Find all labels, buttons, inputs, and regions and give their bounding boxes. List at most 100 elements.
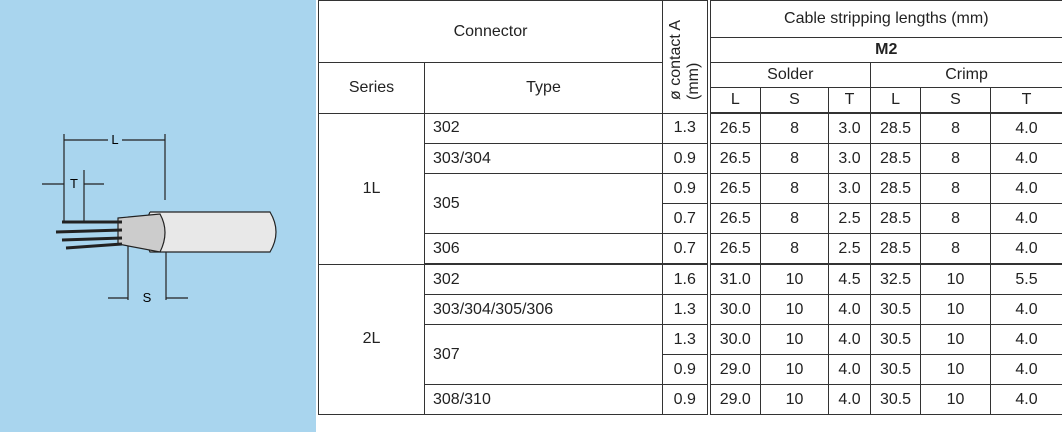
cell: 4.0 — [991, 295, 1062, 325]
cell: 30.5 — [871, 355, 921, 385]
cell: 305 — [425, 174, 663, 234]
cell: 4.5 — [829, 264, 871, 295]
cell: 26.5 — [709, 204, 761, 234]
cell: T — [991, 88, 1062, 114]
cell: 2L — [319, 264, 425, 415]
cell: 30.0 — [709, 295, 761, 325]
cell: 26.5 — [709, 234, 761, 265]
cell: 0.9 — [663, 385, 709, 415]
cell: 4.0 — [991, 204, 1062, 234]
header-cell: Crimp — [871, 63, 1062, 88]
cell: 10 — [761, 355, 829, 385]
cell: 1.3 — [663, 325, 709, 355]
cell: 30.5 — [871, 385, 921, 415]
cell: 28.5 — [871, 204, 921, 234]
cell: 4.0 — [991, 113, 1062, 144]
cell: 10 — [761, 264, 829, 295]
header-cell: M2 — [709, 38, 1062, 63]
cell: 10 — [921, 264, 991, 295]
cell: 302 — [425, 264, 663, 295]
header-cell: Type — [425, 63, 663, 114]
cell: 4.0 — [829, 325, 871, 355]
cell: 303/304/305/306 — [425, 295, 663, 325]
cell: 1.3 — [663, 295, 709, 325]
cell: T — [829, 88, 871, 114]
cell: 8 — [921, 174, 991, 204]
dimension-label: L — [111, 132, 118, 147]
cell: 8 — [761, 113, 829, 144]
cell: 8 — [921, 234, 991, 265]
cell: 4.0 — [991, 234, 1062, 265]
header-cell: Cable stripping lengths (mm) — [709, 1, 1062, 38]
cell: 2.5 — [829, 234, 871, 265]
diagram-panel: L T S — [0, 0, 316, 432]
cell: 30.0 — [709, 325, 761, 355]
cell: 302 — [425, 113, 663, 144]
cell: 0.7 — [663, 204, 709, 234]
cell: 29.0 — [709, 385, 761, 415]
cell: 26.5 — [709, 144, 761, 174]
cell: 8 — [761, 174, 829, 204]
cell: 306 — [425, 234, 663, 265]
cell: 32.5 — [871, 264, 921, 295]
cell: 8 — [921, 204, 991, 234]
header-cell: Solder — [709, 63, 871, 88]
cell: 30.5 — [871, 295, 921, 325]
cell: 1.3 — [663, 113, 709, 144]
cell: 0.9 — [663, 144, 709, 174]
cell: 2.5 — [829, 204, 871, 234]
cell: 10 — [921, 385, 991, 415]
cell: 8 — [921, 113, 991, 144]
cell: 0.7 — [663, 234, 709, 265]
cell: 28.5 — [871, 234, 921, 265]
cell: 1.6 — [663, 264, 709, 295]
cell: 307 — [425, 325, 663, 385]
cell: 8 — [921, 144, 991, 174]
cell: 8 — [761, 204, 829, 234]
dimension-label: S — [143, 290, 152, 305]
cell: 3.0 — [829, 113, 871, 144]
cell: 28.5 — [871, 174, 921, 204]
cell: 4.0 — [829, 355, 871, 385]
cell: 308/310 — [425, 385, 663, 415]
dimension-label: T — [70, 176, 78, 191]
cell: S — [921, 88, 991, 114]
header-cell: Series — [319, 63, 425, 114]
cell: 8 — [761, 144, 829, 174]
cell: 4.0 — [829, 385, 871, 415]
cell: 1L — [319, 113, 425, 264]
cell: 4.0 — [991, 144, 1062, 174]
cell: L — [871, 88, 921, 114]
cable-diagram: L T S — [0, 0, 316, 432]
header-text: ø contact A (mm) — [667, 8, 703, 100]
cell: 3.0 — [829, 174, 871, 204]
cell: 3.0 — [829, 144, 871, 174]
cell: 0.9 — [663, 355, 709, 385]
cell: 4.0 — [991, 385, 1062, 415]
cell: 10 — [761, 325, 829, 355]
cell: 30.5 — [871, 325, 921, 355]
cell: 31.0 — [709, 264, 761, 295]
cell: 8 — [761, 234, 829, 265]
stripping-table: Connector ø contact A (mm) Cable strippi… — [318, 0, 1062, 415]
cell: 10 — [921, 355, 991, 385]
cell: 26.5 — [709, 174, 761, 204]
cell: 29.0 — [709, 355, 761, 385]
cell: 10 — [921, 325, 991, 355]
cell: 28.5 — [871, 113, 921, 144]
cell: 0.9 — [663, 174, 709, 204]
cell: 4.0 — [991, 355, 1062, 385]
cell: L — [709, 88, 761, 114]
cell: 4.0 — [991, 174, 1062, 204]
cell: 303/304 — [425, 144, 663, 174]
cell: 10 — [921, 295, 991, 325]
cell: 26.5 — [709, 113, 761, 144]
